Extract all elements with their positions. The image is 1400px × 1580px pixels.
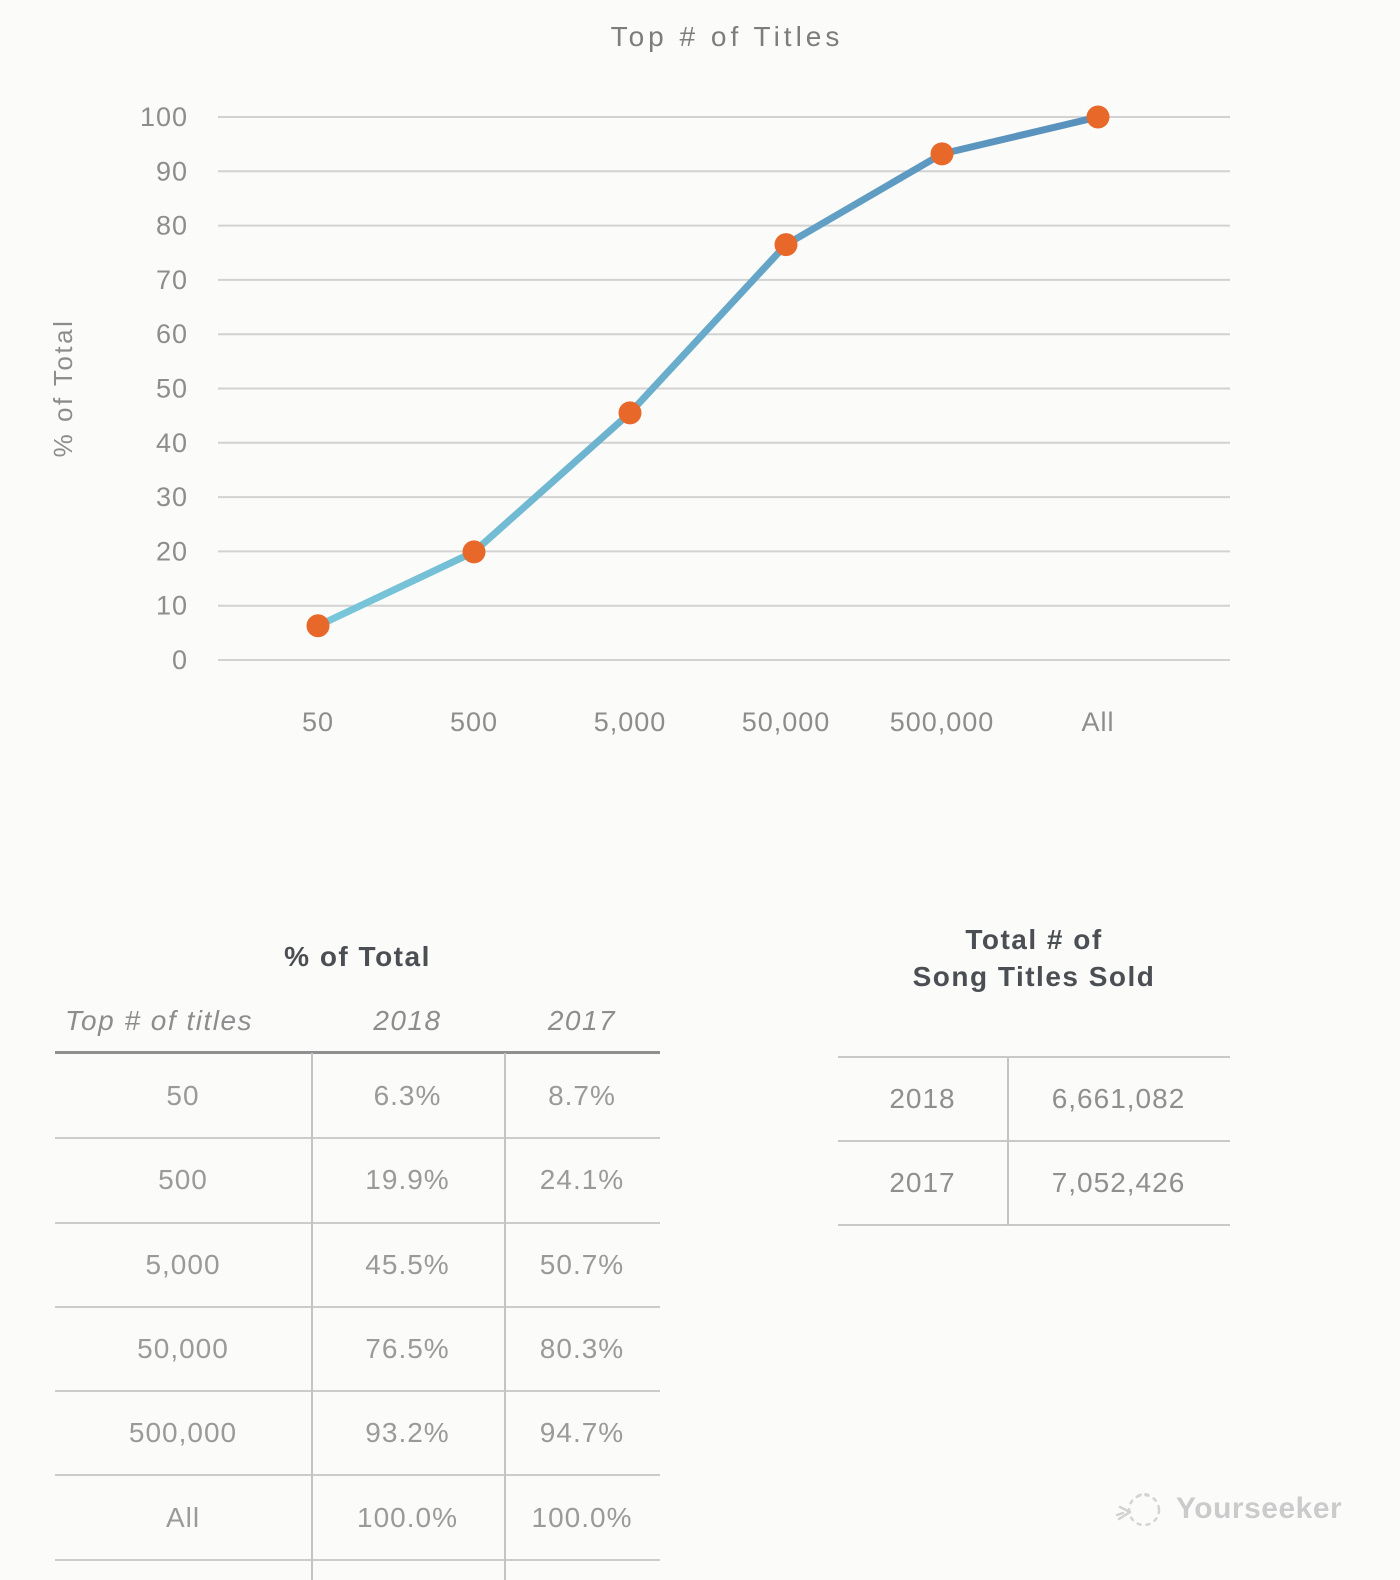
x-tick-label: 5,000 <box>594 707 667 737</box>
value-2017: 8.7% <box>548 1080 616 1112</box>
yourseeker-logo-icon <box>1115 1492 1161 1527</box>
totals-title-line1: Total # of <box>965 924 1103 955</box>
value-2017: 24.1% <box>539 1164 625 1196</box>
watermark: Yourseeker <box>1110 1482 1342 1536</box>
percent-table-header-row: Top # of titles 2018 2017 <box>55 1000 660 1042</box>
data-point-marker <box>618 401 642 425</box>
column-divider <box>1007 1058 1009 1226</box>
y-tick-label: 10 <box>156 591 188 621</box>
data-point-marker <box>462 540 486 564</box>
table-row: 500 19.9% 24.1% <box>55 1139 660 1224</box>
table-row: 2017 7,052,426 <box>838 1142 1230 1226</box>
table-row: 500,000 93.2% 94.7% <box>55 1392 660 1477</box>
y-tick-label: 70 <box>156 265 188 295</box>
data-point-marker <box>930 142 954 166</box>
data-line <box>314 113 1102 630</box>
y-tick-label: 80 <box>156 211 188 241</box>
column-header-2017: 2017 <box>547 1005 617 1036</box>
row-label: All <box>165 1501 201 1533</box>
x-tick-label: 50,000 <box>742 707 831 737</box>
x-tick-label: 500 <box>450 707 498 737</box>
value-2017: 100.0% <box>531 1501 633 1533</box>
y-tick-label: 100 <box>140 102 188 132</box>
value-2018: 45.5% <box>365 1248 450 1280</box>
line-chart: Top # of Titles % of Total 0 10 20 30 40 50 60… <box>48 21 1230 737</box>
x-tick-label: All <box>1081 707 1114 737</box>
value-2018: 19.9% <box>365 1164 450 1196</box>
value-2018: 100.0% <box>357 1501 458 1533</box>
row-label: 50,000 <box>137 1333 229 1365</box>
value-2018: 93.2% <box>365 1417 450 1449</box>
totals-top-line <box>838 1056 1230 1058</box>
percent-table-body: 50 6.3% 8.7% 500 19.9% 24.1% 5,000 45.5%… <box>55 1055 660 1561</box>
year-label: 2017 <box>889 1167 956 1198</box>
column-header-2018: 2018 <box>373 1005 442 1036</box>
table-row: 2018 6,661,082 <box>838 1058 1230 1142</box>
value-2018: 76.5% <box>365 1333 450 1365</box>
row-label: 5,000 <box>145 1248 221 1280</box>
table-row: 50,000 76.5% 80.3% <box>55 1308 660 1393</box>
data-point-marker <box>774 233 798 257</box>
data-point-marker <box>1086 105 1110 129</box>
column-divider <box>311 1053 313 1580</box>
row-label: 500,000 <box>128 1417 238 1449</box>
chart-title: Top # of Titles <box>611 21 844 52</box>
x-tick-label: 50 <box>302 707 334 737</box>
row-label: 500 <box>158 1164 208 1196</box>
data-point-marker <box>306 614 330 638</box>
totals-title-line2: Song Titles Sold <box>912 961 1156 992</box>
x-tick-label: 500,000 <box>890 707 995 737</box>
y-tick-label: 30 <box>156 482 188 512</box>
y-tick-label: 90 <box>156 156 188 186</box>
plot-area: 0 10 20 30 40 50 60 70 80 90 100 50 500 5,000 50,000 50… <box>140 102 1230 737</box>
watermark-label: Yourseeker <box>1176 1492 1343 1525</box>
column-divider <box>504 1053 506 1580</box>
y-tick-label: 60 <box>156 319 188 349</box>
value-2017: 50.7% <box>539 1248 625 1280</box>
row-label: 50 <box>166 1080 200 1112</box>
titles-sold-value: 7,052,426 <box>1051 1167 1186 1198</box>
value-2017: 94.7% <box>539 1417 625 1449</box>
header-underline <box>55 1051 660 1054</box>
table-row: 5,000 45.5% 50.7% <box>55 1224 660 1308</box>
column-header-top-titles: Top # of titles <box>65 1005 254 1036</box>
year-label: 2018 <box>889 1083 956 1114</box>
table-row: All 100.0% 100.0% <box>55 1476 660 1561</box>
titles-sold-value: 6,661,082 <box>1051 1083 1186 1114</box>
y-tick-label: 50 <box>156 374 188 404</box>
y-tick-label: 20 <box>156 536 188 566</box>
value-2018: 6.3% <box>373 1080 442 1112</box>
y-axis-label: % of Total <box>48 319 78 458</box>
totals-table-title: Total # of Song Titles Sold <box>838 921 1230 995</box>
y-tick-label: 0 <box>172 645 188 675</box>
y-tick-label: 40 <box>156 428 188 458</box>
table-row: 50 6.3% 8.7% <box>55 1055 660 1140</box>
value-2017: 80.3% <box>539 1333 625 1365</box>
percent-table-title: % of Total <box>284 941 431 972</box>
totals-table-body: 2018 6,661,082 2017 7,052,426 <box>838 1058 1230 1226</box>
